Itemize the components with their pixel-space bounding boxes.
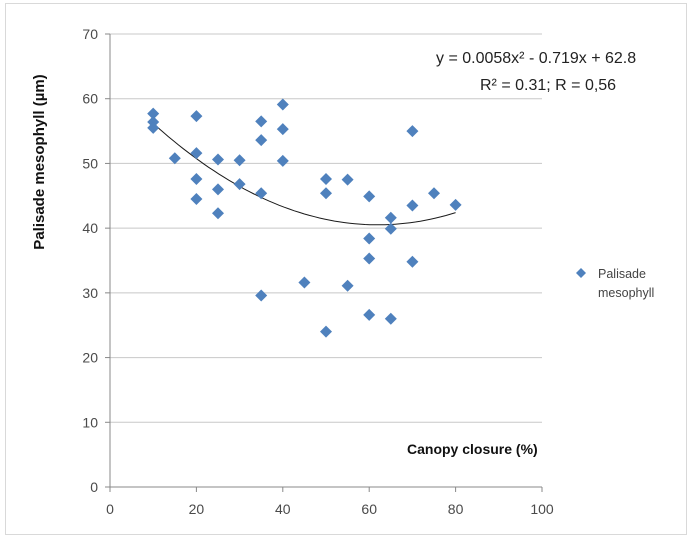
data-point [212,183,224,196]
data-point [384,211,397,224]
trendline-equation: y = 0.0058x² - 0.719x + 62.8 [436,50,636,67]
x-tick-label: 40 [275,501,291,517]
data-point [384,312,397,325]
chart-frame [5,3,687,535]
data-point [147,107,160,120]
trendline-stats: R² = 0.31; R = 0,56 [480,77,616,94]
data-point [428,187,440,200]
x-tick-label: 80 [448,501,464,517]
x-tick-label: 100 [530,501,554,517]
x-tick-label: 60 [361,501,377,517]
data-point [255,134,268,147]
data-point [233,178,246,191]
data-point [449,198,462,211]
y-tick-label: 30 [82,285,98,301]
data-point [363,252,376,265]
data-point [190,147,203,160]
data-point [341,279,354,292]
data-point [255,115,268,128]
data-point [363,232,376,245]
legend-label-line: Palisade [598,267,646,281]
y-tick-label: 50 [82,155,98,171]
axes: 0 10 20 30 40 50 60 70 0 20 40 60 80 100 [82,26,553,517]
data-point [168,152,181,165]
data-point [190,172,203,185]
y-tick-label: 0 [90,479,98,495]
data-point [276,123,289,136]
data-point [406,199,419,212]
x-axis-label: Canopy closure (%) [407,441,538,457]
data-point [406,125,419,138]
gridlines [110,33,542,423]
data-point [320,172,332,185]
data-points [147,98,462,338]
data-point [190,193,203,206]
data-point [212,153,224,166]
y-tick-label: 20 [82,350,98,366]
y-tick-label: 40 [82,220,98,236]
data-point [276,98,289,111]
data-point [233,154,246,167]
legend-marker [576,268,586,278]
y-tick-label: 10 [82,414,98,430]
data-point [320,325,332,338]
x-tick-label: 20 [189,501,205,517]
data-point [255,187,268,200]
legend-label: Palisade mesophyll [598,267,654,300]
data-point [384,222,397,235]
y-tick-label: 60 [82,91,98,107]
legend-label-line: mesophyll [598,286,654,300]
data-point [298,276,311,289]
data-point [147,121,160,134]
data-point [190,110,203,123]
data-point [320,187,332,200]
data-point [406,255,419,268]
trendline [152,123,456,226]
x-tick-label: 0 [106,501,114,517]
trendline-layer [152,123,456,226]
data-point [363,308,376,321]
data-point [363,190,376,203]
y-tick-label: 70 [82,26,98,42]
y-axis-label: Palisade mesophyll (µm) [31,74,48,249]
data-point [212,207,224,220]
data-point [341,173,354,186]
legend: Palisade mesophyll [576,267,654,300]
data-point [276,154,289,167]
data-point [255,289,268,302]
